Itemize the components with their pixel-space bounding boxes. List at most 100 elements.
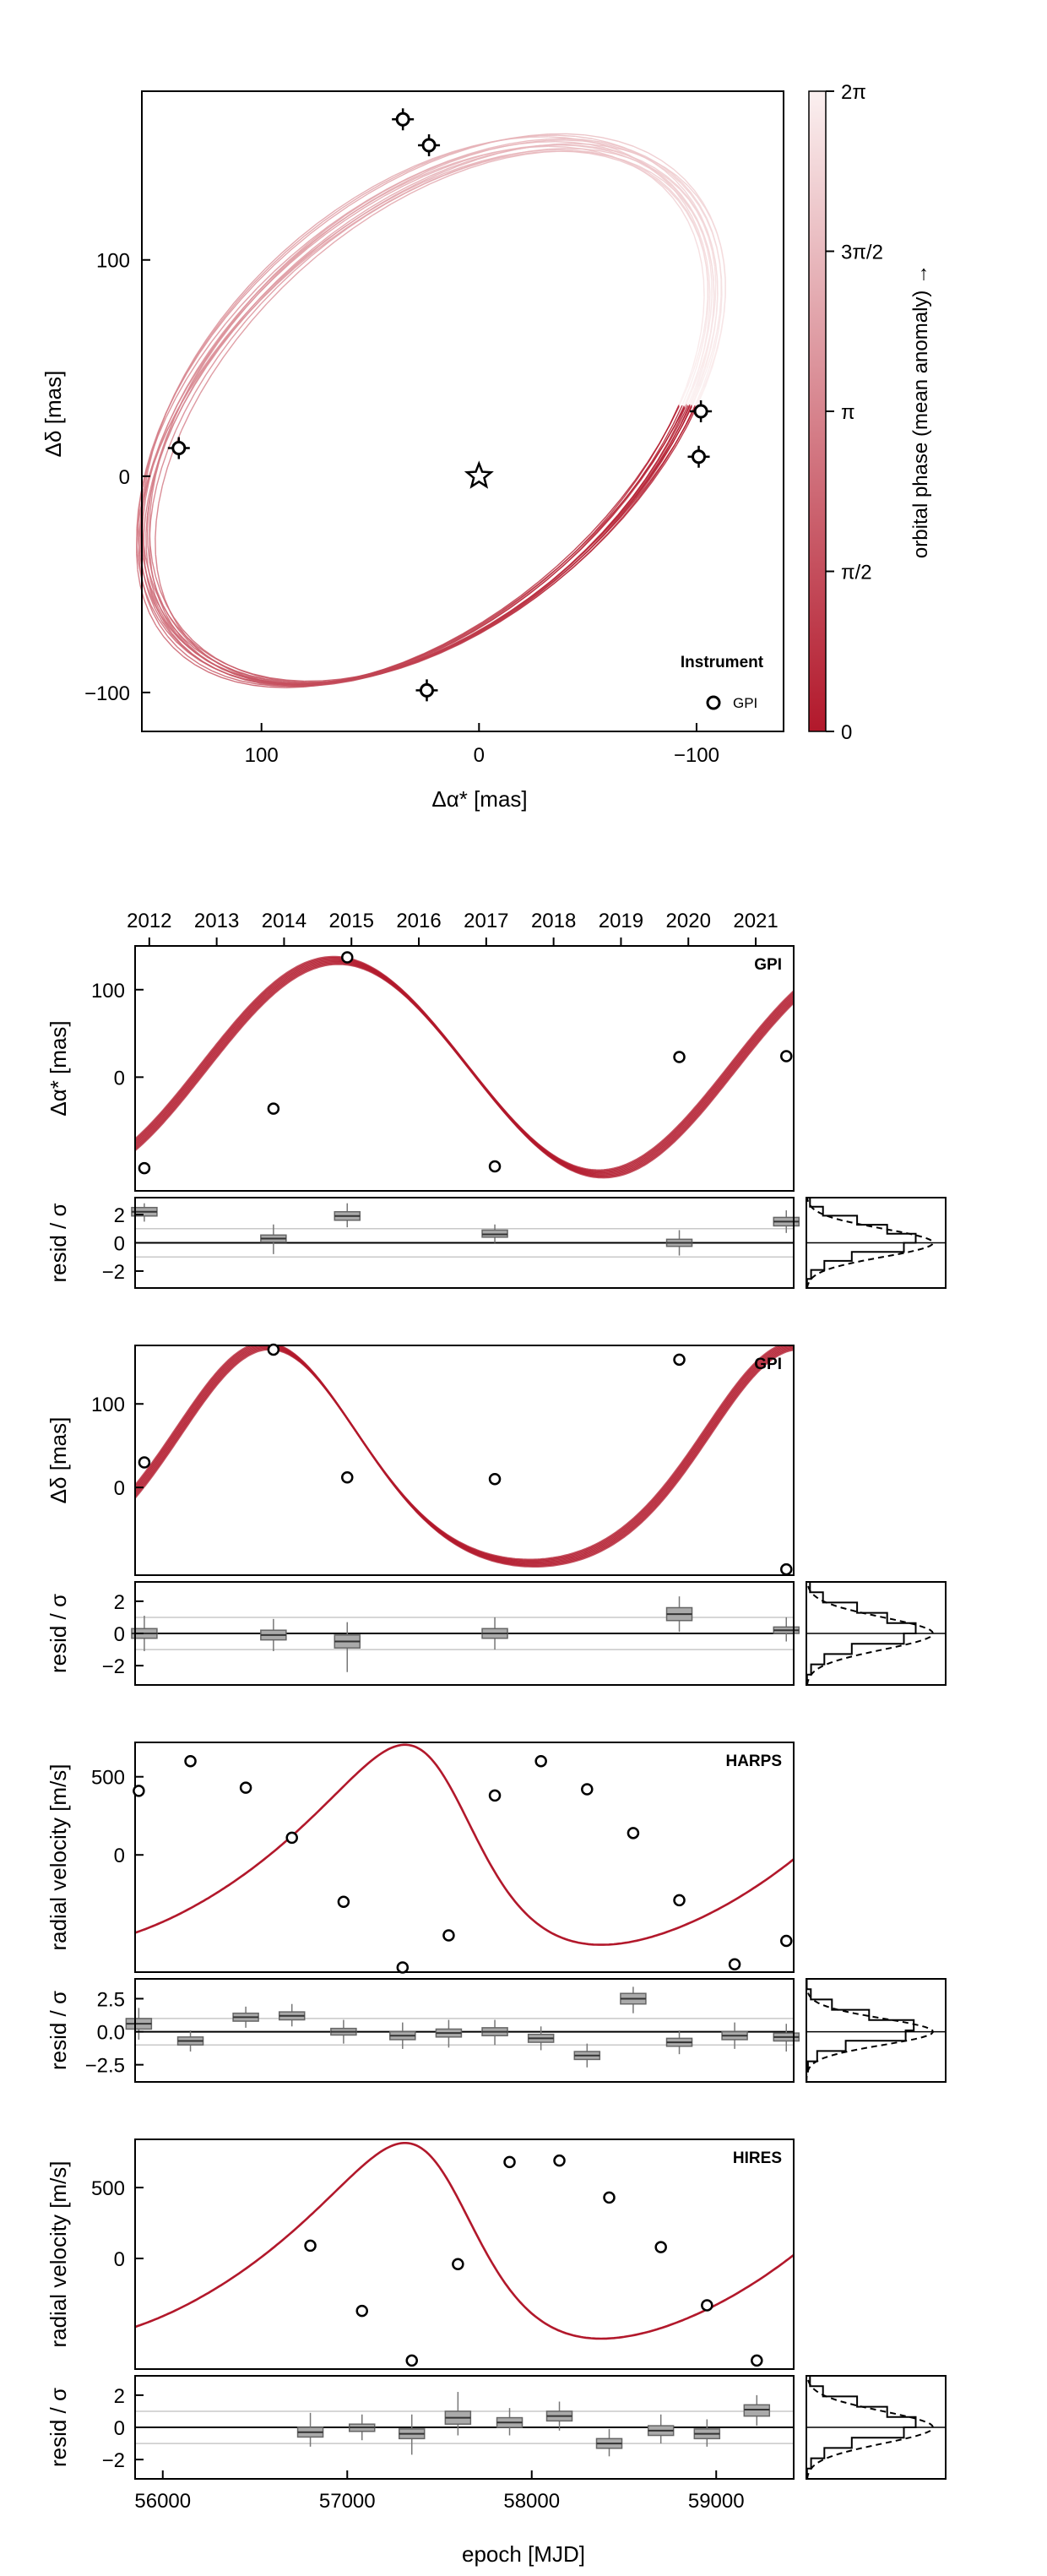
orbit-track-segment	[607, 150, 623, 156]
orbit-track-segment	[408, 162, 430, 173]
orbit-track-segment	[673, 168, 686, 180]
orbit-track-segment	[334, 227, 354, 243]
orbit-track-segment	[668, 178, 680, 189]
orbit-track-segment	[703, 350, 711, 369]
orbit-track-segment	[708, 276, 711, 294]
orbit-track-segment	[363, 195, 384, 209]
orbit-track-segment	[172, 646, 184, 658]
orbit-track-segment	[403, 182, 424, 193]
panel-frame	[134, 1742, 795, 1973]
orbit-track-segment	[148, 462, 155, 481]
orbit-track-segment	[290, 240, 311, 257]
orbit-track-segment	[211, 662, 225, 671]
orbit-track-segment	[703, 331, 709, 351]
orbit-track-segment	[362, 191, 383, 204]
orbit-track-segment	[564, 139, 583, 142]
orbit-track-segment	[573, 149, 591, 153]
orbit-track-segment	[197, 350, 210, 370]
orbit-track-segment	[456, 633, 478, 645]
orbit-track-segment	[713, 298, 717, 316]
residual-panel: 2 0 −2 resid / σ	[46, 1197, 800, 1289]
orbit-track-segment	[149, 545, 154, 562]
orbit-track-segment	[694, 388, 704, 408]
histogram-steps	[806, 1978, 915, 2082]
data-point	[488, 1789, 502, 1802]
orbit-track-segment	[507, 153, 526, 159]
orbit-track-segment	[705, 266, 709, 282]
orbit-track-segment	[155, 456, 161, 476]
orbit-point	[415, 679, 438, 702]
orbit-point	[687, 445, 710, 468]
y-tick-label: 100	[91, 980, 125, 1003]
orbit-track-segment	[293, 255, 312, 273]
orbit-track-segment	[544, 564, 562, 581]
orbit-track-segment	[681, 182, 692, 194]
orbit-track-segment	[229, 673, 245, 680]
orbit-track-segment	[148, 479, 154, 498]
orbit-track-segment	[703, 368, 712, 389]
orbit-track-segment	[584, 134, 603, 139]
residual-box	[693, 2419, 721, 2447]
residual-box	[496, 2408, 524, 2436]
orbit-track-segment	[475, 623, 496, 636]
orbit-track-segment	[482, 149, 503, 156]
orbit-track-segment	[694, 386, 704, 406]
orbit-track-segment	[539, 565, 558, 582]
orbit-track-segment	[182, 380, 194, 400]
residual-box	[665, 1596, 693, 1633]
year-tick-label: 2012	[127, 910, 171, 932]
orbit-track-segment	[657, 171, 670, 180]
orbit-track-segment	[202, 660, 216, 670]
orbit-track-segment	[659, 442, 672, 462]
year-tick-label: 2018	[531, 910, 576, 932]
orbit-track-segment	[366, 204, 386, 217]
orbit-track-segment	[709, 215, 717, 231]
orbit-track-segment	[634, 481, 650, 501]
orbit-track-segment	[723, 294, 726, 312]
orbit-track-segment	[151, 561, 157, 578]
orbit-track-segment	[713, 311, 718, 330]
orbit-track-segment	[636, 460, 650, 480]
orbit-track-segment	[696, 386, 706, 407]
orbit-track-segment	[705, 218, 713, 233]
data-point	[341, 1471, 354, 1484]
orbit-track-segment	[187, 640, 200, 651]
orbit-track-segment	[469, 619, 490, 633]
data-point	[442, 1929, 455, 1942]
orbit-track-segment	[409, 176, 430, 187]
data-point	[355, 2304, 368, 2318]
orbit-track-segment	[155, 608, 163, 622]
orbit-track-segment	[175, 411, 186, 432]
orbit-track-segment	[157, 411, 167, 432]
orbit-track-segment	[155, 520, 157, 538]
orbit-track-segment	[684, 190, 695, 204]
orbit-track-segment	[572, 150, 589, 155]
orbit-track-segment	[414, 651, 435, 661]
data-point	[341, 951, 354, 964]
orbit-track-segment	[606, 518, 624, 536]
orbit-track-segment	[210, 323, 226, 343]
orbit-track-segment	[277, 263, 296, 280]
orbit-track-segment	[659, 423, 671, 443]
orbit-track-segment	[698, 205, 707, 220]
colorbar-gradient	[808, 90, 827, 732]
orbit-track-segment	[637, 480, 653, 500]
orbit-track-segment	[163, 636, 174, 648]
residual-histogram	[806, 1197, 947, 1289]
orbit-track-segment	[711, 348, 719, 368]
orbit-track-segment	[150, 475, 155, 493]
orbit-track-segment	[678, 405, 689, 425]
colorbar-label: orbital phase (mean anomaly) →	[909, 264, 932, 558]
orbit-track-segment	[515, 597, 536, 612]
orbit-track-segment	[168, 627, 180, 639]
orbit-track-segment	[179, 635, 190, 647]
orbit-track-segment	[333, 680, 353, 685]
orbit-track-segment	[434, 644, 456, 656]
orbit-track-segment	[350, 201, 371, 215]
resid-y-tick-label: 2	[114, 2385, 125, 2408]
residual-box	[481, 2019, 508, 2046]
orbit-track-segment	[307, 233, 327, 249]
orbit-track-segment	[589, 535, 608, 553]
y-tick-label: 0	[114, 1477, 125, 1500]
residual-histogram	[806, 2375, 947, 2480]
